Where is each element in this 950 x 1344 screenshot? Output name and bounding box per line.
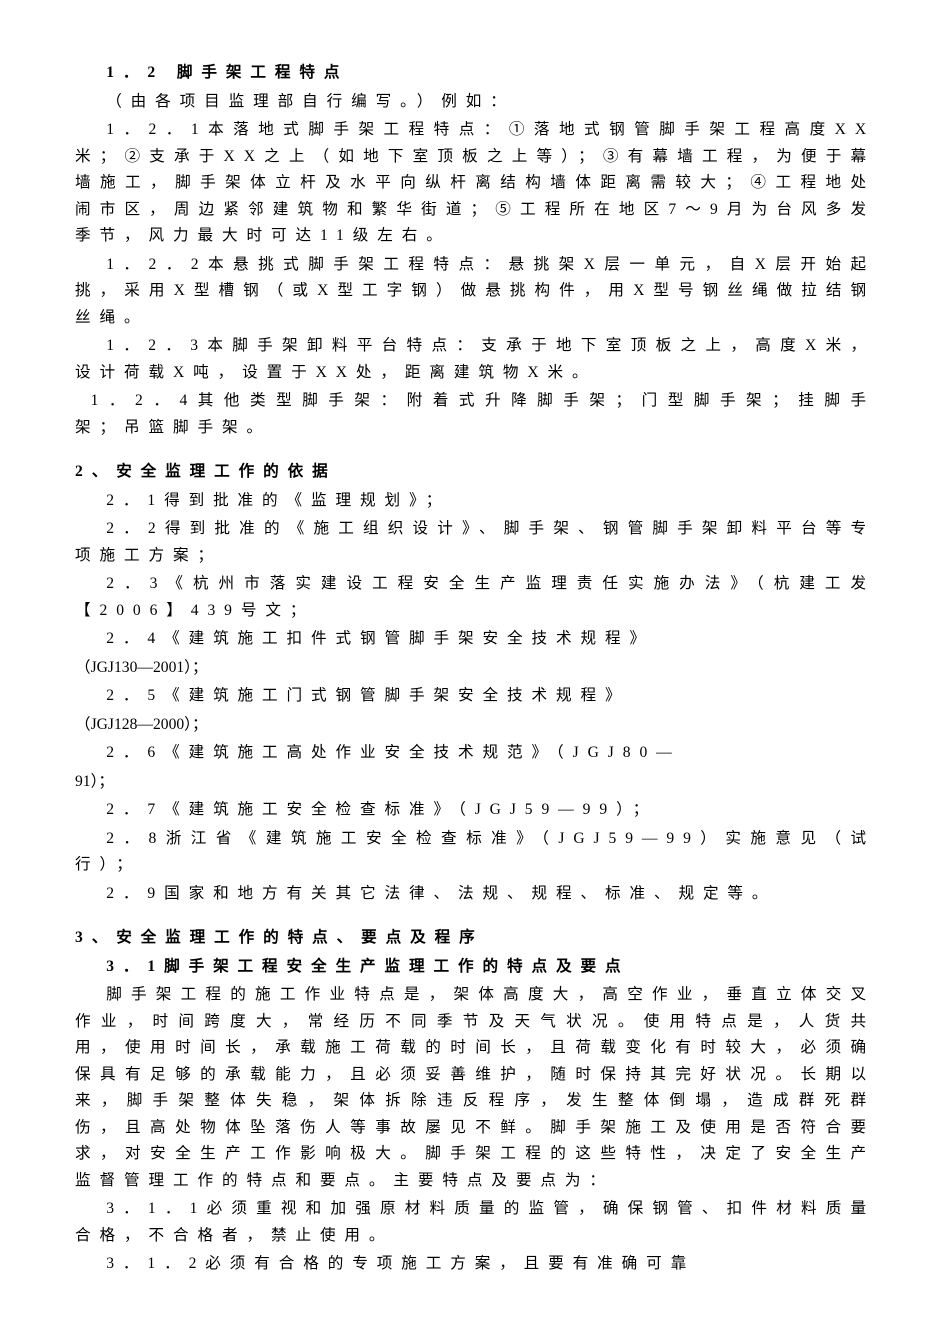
section-1-2-1: 1．2．1本落地式脚手架工程特点：①落地式钢管脚手架工程高度XX米；②支承于XX… [75,117,875,250]
section-2-1: 2．1得到批准的《监理规划》； [75,488,875,515]
section-1-2-intro: （由各项目监理部自行编写。）例如： [75,89,875,116]
section-2-2: 2．2得到批准的《施工组织设计》、脚手架、钢管脚手架卸料平台等专项施工方案； [75,516,875,569]
section-3-1-1: 3．1．1必须重视和加强原材料质量的监管，确保钢管、扣件材料质量合格，不合格者，… [75,1196,875,1249]
section-2-4: 2．4《建筑施工扣件式钢管脚手架安全技术规程》 [75,626,875,653]
section-1-2-title: 1．2 脚手架工程特点 [75,60,875,87]
section-2-8: 2．8浙江省《建筑施工安全检查标准》（JGJ59—99）实施意见（试行）； [75,826,875,879]
section-2-6: 2．6《建筑施工高处作业安全技术规范》（JGJ80— [75,740,875,767]
section-3-title: 3、安全监理工作的特点、要点及程序 [75,925,875,952]
section-1-2-4: 1．2．4其他类型脚手架：附着式升降脚手架；门型脚手架；挂脚手架；吊篮脚手架。 [75,388,875,441]
section-1-2-2: 1．2．2本悬挑式脚手架工程特点：悬挑架X层一单元，自X层开始起挑，采用X型槽钢… [75,252,875,332]
section-2-title: 2、安全监理工作的依据 [75,459,875,486]
section-2-7: 2．7《建筑施工安全检查标准》（JGJ59—99）； [75,797,875,824]
section-3-1-title: 3．1脚手架工程安全生产监理工作的特点及要点 [75,954,875,981]
section-2-9: 2．9国家和地方有关其它法律、法规、规程、标准、规定等。 [75,881,875,908]
section-2-5: 2．5《建筑施工门式钢管脚手架安全技术规程》 [75,683,875,710]
section-2-4-ref: （JGJ130—2001）； [75,655,875,682]
section-3-1-2: 3．1．2必须有合格的专项施工方案，且要有准确可靠 [75,1251,875,1278]
section-3-1-body: 脚手架工程的施工作业特点是，架体高度大，高空作业，垂直立体交叉作业，时间跨度大，… [75,982,875,1194]
section-2-5-ref: （JGJ128—2000）； [75,712,875,739]
section-1-2-3: 1．2．3本脚手架卸料平台特点：支承于地下室顶板之上，高度X米，设计荷载X吨，设… [75,333,875,386]
section-2-6-ref: 91）； [75,769,875,796]
section-2-3: 2．3《杭州市落实建设工程安全生产监理责任实施办法》（杭建工发【2006】439… [75,571,875,624]
